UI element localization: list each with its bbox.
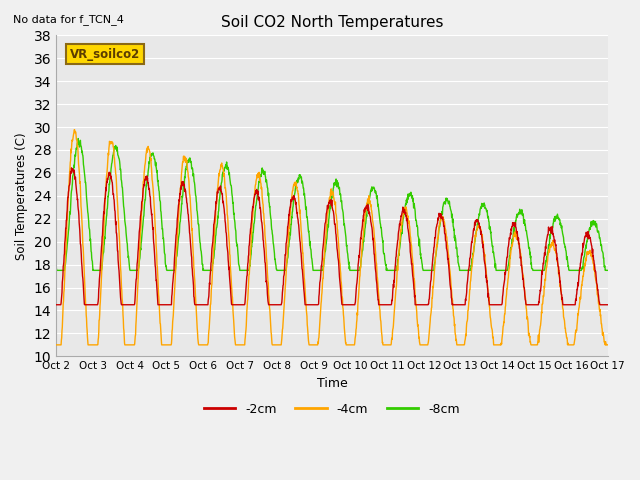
Y-axis label: Soil Temperatures (C): Soil Temperatures (C) [15,132,28,260]
-2cm [170,263,178,268]
-2cm [429,254,436,260]
-8cm [74,136,82,142]
-4cm [429,284,436,289]
Line: -4cm: -4cm [56,130,608,345]
-2cm [68,165,76,171]
Line: -8cm: -8cm [56,139,608,270]
-2cm [52,302,60,308]
-8cm [259,167,267,173]
-4cm [170,293,178,299]
-8cm [278,267,285,273]
-8cm [84,215,92,220]
Legend: -2cm, -4cm, -8cm: -2cm, -4cm, -8cm [199,398,465,420]
-4cm [278,339,285,345]
-8cm [53,267,61,273]
-2cm [280,271,288,277]
-8cm [281,267,289,273]
-4cm [259,201,267,206]
-4cm [71,127,79,132]
Title: Soil CO2 North Temperatures: Soil CO2 North Temperatures [221,15,443,30]
-2cm [604,302,612,308]
-4cm [52,342,60,348]
Line: -2cm: -2cm [56,168,608,305]
-2cm [259,231,267,237]
-8cm [429,267,437,273]
-4cm [604,342,612,348]
-8cm [52,264,60,269]
-2cm [84,302,92,308]
-8cm [171,267,179,273]
X-axis label: Time: Time [317,377,348,390]
-8cm [604,267,612,273]
Text: VR_soilco2: VR_soilco2 [70,48,140,61]
-4cm [280,301,288,307]
-2cm [278,300,285,306]
-4cm [84,342,92,348]
Text: No data for f_TCN_4: No data for f_TCN_4 [13,14,124,25]
